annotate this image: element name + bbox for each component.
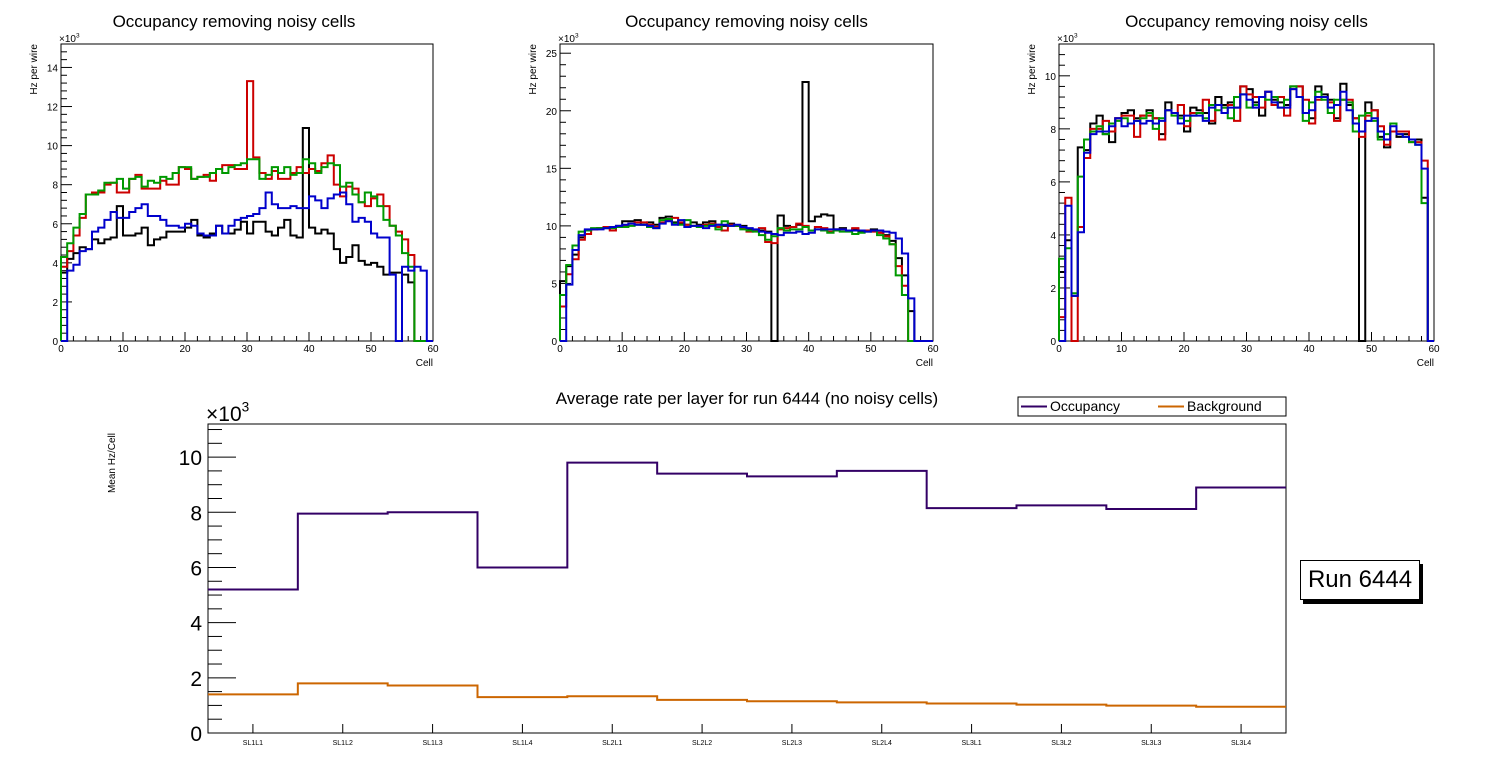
x-tick-label: 50 (1366, 344, 1378, 355)
series-black (559, 80, 933, 342)
x-tick-label: SL2L2 (692, 740, 712, 747)
y-tick-label: 2 (52, 298, 58, 309)
run-label-box: Run 6444 (1300, 560, 1420, 600)
y-multiplier-label: ×103 (558, 33, 579, 46)
y-tick-label: 0 (190, 723, 202, 746)
x-axis-label: Cell (916, 358, 933, 369)
x-tick-label: SL1L1 (243, 740, 263, 747)
y-multiplier-label: ×103 (1057, 33, 1078, 46)
series-green (559, 217, 933, 342)
series-red (559, 216, 933, 342)
x-tick-label: 50 (365, 344, 377, 355)
y-tick-label: 8 (190, 502, 202, 525)
y-tick-label: 10 (47, 142, 59, 153)
x-tick-label: 0 (1056, 344, 1062, 355)
legend-label-background: Background (1187, 398, 1262, 414)
x-tick-label: 30 (241, 344, 253, 355)
x-tick-label: 10 (1116, 344, 1128, 355)
y-tick-label: 8 (52, 181, 58, 192)
legend: Occupancy Background (1017, 396, 1287, 417)
x-axis-label: Cell (1417, 358, 1434, 369)
y-tick-label: 12 (47, 103, 59, 114)
legend-box (1017, 396, 1287, 417)
panel-title: Occupancy removing noisy cells (113, 12, 356, 31)
y-axis-label: Hz per wire (29, 44, 40, 95)
y-tick-label: 6 (190, 557, 202, 580)
panel-title: Occupancy removing noisy cells (1125, 12, 1368, 31)
x-tick-label: 50 (865, 344, 877, 355)
y-multiplier-label: ×103 (206, 400, 249, 426)
legend-label-occupancy: Occupancy (1050, 398, 1120, 414)
plot-frame (559, 43, 934, 342)
y-tick-label: 14 (47, 63, 59, 74)
y-tick-label: 2 (190, 668, 202, 691)
y-tick-label: 2 (1050, 284, 1056, 295)
x-tick-label: 60 (1428, 344, 1440, 355)
y-tick-label: 5 (551, 279, 557, 290)
y-tick-label: 25 (546, 49, 558, 60)
x-tick-label: 30 (741, 344, 753, 355)
series-green (60, 158, 433, 342)
series-occupancy (208, 461, 1286, 591)
x-tick-label: SL3L1 (961, 740, 981, 747)
y-tick-label: 4 (190, 613, 202, 636)
x-tick-label: SL2L1 (602, 740, 622, 747)
y-tick-label: 4 (1050, 231, 1056, 242)
bottom-title: Average rate per layer for run 6444 (no … (556, 389, 938, 408)
panel-2: Occupancy removing noisy cells 0 10 20 30 40 5… (528, 12, 939, 369)
y-axis-label: Mean Hz/Cell (107, 433, 118, 493)
x-tick-label: 0 (557, 344, 563, 355)
x-tick-label: SL3L4 (1231, 740, 1251, 747)
x-tick-label: 20 (179, 344, 191, 355)
y-tick-label: 0 (1050, 337, 1056, 348)
y-tick-label: 0 (52, 337, 58, 348)
y-axis-label: Hz per wire (1027, 44, 1038, 95)
x-tick-label: SL3L2 (1051, 740, 1071, 747)
x-tick-label: 0 (58, 344, 64, 355)
x-tick-label: 10 (117, 344, 129, 355)
y-tick-label: 4 (52, 259, 58, 270)
y-tick-label: 10 (179, 447, 202, 470)
x-tick-label: SL3L3 (1141, 740, 1161, 747)
x-tick-label: 10 (617, 344, 629, 355)
y-tick-label: 15 (546, 164, 558, 175)
x-tick-label: SL2L4 (872, 740, 892, 747)
x-axis-label: Cell (416, 358, 433, 369)
y-tick-label: 8 (1050, 125, 1056, 136)
plot-frame (207, 423, 1287, 734)
series-red (60, 80, 433, 342)
bottom-chart: Average rate per layer for run 6444 (no … (107, 389, 1287, 747)
series-blue (1059, 88, 1434, 342)
y-axis-label: Hz per wire (528, 44, 539, 95)
x-tick-label: SL1L4 (512, 740, 532, 747)
series-blue (61, 191, 433, 342)
panel-title: Occupancy removing noisy cells (625, 12, 868, 31)
y-tick-label: 6 (1050, 178, 1056, 189)
x-tick-label: 40 (803, 344, 815, 355)
x-tick-label: 40 (1303, 344, 1315, 355)
series-blue (560, 219, 933, 342)
y-tick-label: 0 (551, 337, 557, 348)
x-tick-label: 40 (303, 344, 315, 355)
x-tick-label: 20 (1178, 344, 1190, 355)
x-tick-label: SL2L3 (782, 740, 802, 747)
x-tick-label: 30 (1241, 344, 1253, 355)
x-tick-label: 60 (427, 344, 439, 355)
x-tick-label: SL1L2 (333, 740, 353, 747)
y-tick-label: 10 (1045, 72, 1057, 83)
series-background (208, 682, 1286, 708)
x-tick-label: SL1L3 (422, 740, 442, 747)
y-tick-label: 10 (546, 222, 558, 233)
x-tick-label: 60 (927, 344, 939, 355)
y-multiplier-label: ×103 (59, 33, 80, 46)
y-tick-label: 6 (52, 220, 58, 231)
x-tick-label: 20 (679, 344, 691, 355)
y-tick-label: 20 (546, 107, 558, 118)
